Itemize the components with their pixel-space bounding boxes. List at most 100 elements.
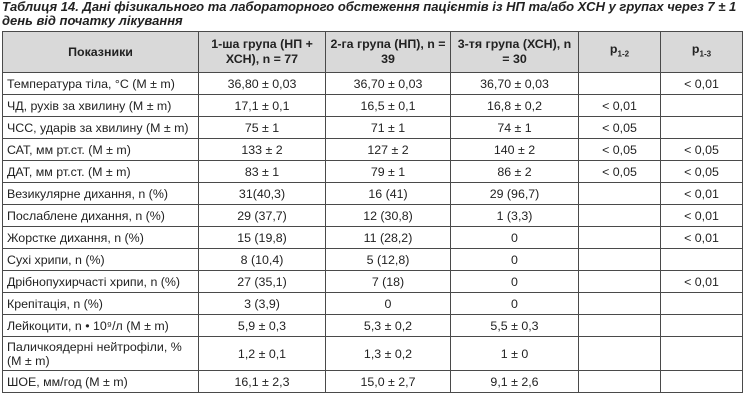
table-row: САТ, мм рт.ст. (M ± m) 133 ± 2 127 ± 2 140 … [2, 138, 743, 161]
table-row: Сухі хрипи, n (%) 8 (10,4) 5 (12,8) 0 [2, 248, 743, 271]
table-row: Дрібнопухирчасті хрипи, n (%) 27 (35,1) 7 … [2, 270, 743, 293]
table-row: Послаблене дихання, n (%) 29 (37,7) 12 (30… [2, 204, 743, 227]
cell-group-3: 0 [450, 270, 579, 293]
cell-p12 [578, 72, 661, 95]
cell-indicator: Послаблене дихання, n (%) [2, 204, 199, 227]
cell-p13 [660, 314, 743, 337]
cell-p12 [578, 204, 661, 227]
header-p12-sub: 1-2 [617, 49, 630, 59]
table-row: Лейкоцити, n • 10⁹/л (M ± m) 5,9 ± 0,3 5,3… [2, 314, 743, 337]
cell-group-3: 1 ± 0 [450, 336, 579, 371]
cell-p12 [578, 314, 661, 337]
cell-p13: < 0,05 [660, 160, 743, 183]
cell-p12 [578, 336, 661, 371]
cell-group-1: 8 (10,4) [198, 248, 326, 271]
cell-indicator: Паличкоядерні нейтрофіли, % (M ± m) [2, 336, 199, 371]
cell-group-1: 75 ± 1 [198, 116, 326, 139]
cell-p12: < 0,05 [578, 138, 661, 161]
cell-group-3: 0 [450, 292, 579, 315]
cell-group-3: 16,8 ± 0,2 [450, 94, 579, 117]
cell-p13 [660, 116, 743, 139]
cell-indicator: ДАТ, мм рт.ст. (M ± m) [2, 160, 199, 183]
header-p13-base: p [691, 42, 700, 57]
cell-p12: < 0,05 [578, 116, 661, 139]
cell-group-1: 83 ± 1 [198, 160, 326, 183]
header-indicator: Показники [2, 31, 199, 73]
table-row: ЧД, рухів за хвилину (M ± m) 17,1 ± 0,1 16… [2, 94, 743, 117]
cell-group-1: 1,2 ± 0,1 [198, 336, 326, 371]
header-p12-base: p [609, 42, 618, 57]
cell-p13 [660, 292, 743, 315]
header-group-1: 1-ша група (НП + ХСН), n = 77 [198, 31, 326, 73]
cell-p12: < 0,05 [578, 160, 661, 183]
cell-group-1: 27 (35,1) [198, 270, 326, 293]
cell-group-1: 3 (3,9) [198, 292, 326, 315]
cell-group-2: 15,0 ± 2,7 [325, 370, 451, 393]
cell-p12 [578, 292, 661, 315]
cell-group-2: 36,70 ± 0,03 [325, 72, 451, 95]
cell-p13 [660, 370, 743, 393]
cell-group-2: 1,3 ± 0,2 [325, 336, 451, 371]
cell-p13: < 0,01 [660, 182, 743, 205]
cell-group-2: 5 (12,8) [325, 248, 451, 271]
cell-p12 [578, 370, 661, 393]
cell-group-2: 71 ± 1 [325, 116, 451, 139]
table-caption: Таблиця 14. Дані фізикального та лаборат… [2, 0, 737, 28]
cell-group-1: 16,1 ± 2,3 [198, 370, 326, 393]
cell-p13 [660, 248, 743, 271]
cell-group-1: 36,80 ± 0,03 [198, 72, 326, 95]
cell-p13: < 0,05 [660, 138, 743, 161]
cell-p13: < 0,01 [660, 270, 743, 293]
table-row: Везикулярне дихання, n (%) 31(40,3) 16 (41… [2, 182, 743, 205]
header-p13: p1-3 [660, 31, 743, 73]
cell-group-3: 0 [450, 248, 579, 271]
cell-group-2: 0 [325, 292, 451, 315]
table-row: Паличкоядерні нейтрофіли, % (M ± m) 1,2 ±… [2, 336, 743, 371]
cell-p13 [660, 94, 743, 117]
cell-indicator: Лейкоцити, n • 10⁹/л (M ± m) [2, 314, 199, 337]
cell-indicator: Дрібнопухирчасті хрипи, n (%) [2, 270, 199, 293]
cell-group-1: 5,9 ± 0,3 [198, 314, 326, 337]
cell-group-3: 0 [450, 226, 579, 249]
table-row: Жорстке дихання, n (%) 15 (19,8) 11 (28,2)… [2, 226, 743, 249]
cell-group-2: 5,3 ± 0,2 [325, 314, 451, 337]
cell-indicator: Крепітація, n (%) [2, 292, 199, 315]
cell-group-3: 9,1 ± 2,6 [450, 370, 579, 393]
cell-group-2: 12 (30,8) [325, 204, 451, 227]
table-row: ШОЕ, мм/год (M ± m) 16,1 ± 2,3 15,0 ± 2,7 9… [2, 370, 743, 393]
cell-p13: < 0,01 [660, 204, 743, 227]
cell-group-1: 29 (37,7) [198, 204, 326, 227]
cell-p12 [578, 182, 661, 205]
cell-p13: < 0,01 [660, 72, 743, 95]
cell-group-2: 79 ± 1 [325, 160, 451, 183]
cell-group-3: 140 ± 2 [450, 138, 579, 161]
cell-indicator: Сухі хрипи, n (%) [2, 248, 199, 271]
table-row: Крепітація, n (%) 3 (3,9) 0 0 [2, 292, 743, 315]
cell-group-2: 16,5 ± 0,1 [325, 94, 451, 117]
header-group-2: 2-га група (НП), n = 39 [325, 31, 451, 73]
cell-indicator: САТ, мм рт.ст. (M ± m) [2, 138, 199, 161]
header-row: Показники 1-ша група (НП + ХСН), n = 77 … [2, 31, 743, 73]
cell-p12 [578, 226, 661, 249]
header-p12: p1-2 [578, 31, 661, 73]
table-row: Температура тіла, °С (M ± m) 36,80 ± 0,03… [2, 72, 743, 95]
cell-indicator: Жорстке дихання, n (%) [2, 226, 199, 249]
cell-group-3: 74 ± 1 [450, 116, 579, 139]
cell-group-1: 31(40,3) [198, 182, 326, 205]
cell-group-3: 86 ± 2 [450, 160, 579, 183]
cell-group-2: 7 (18) [325, 270, 451, 293]
cell-group-2: 11 (28,2) [325, 226, 451, 249]
data-table: Показники 1-ша група (НП + ХСН), n = 77 … [2, 31, 743, 393]
cell-indicator: Везикулярне дихання, n (%) [2, 182, 199, 205]
cell-group-3: 5,5 ± 0,3 [450, 314, 579, 337]
cell-p13: < 0,01 [660, 226, 743, 249]
cell-indicator: Температура тіла, °С (M ± m) [2, 72, 199, 95]
cell-p12 [578, 270, 661, 293]
cell-group-3: 29 (96,7) [450, 182, 579, 205]
cell-group-2: 127 ± 2 [325, 138, 451, 161]
cell-indicator: ШОЕ, мм/год (M ± m) [2, 370, 199, 393]
cell-group-3: 1 (3,3) [450, 204, 579, 227]
header-group-3: 3-тя група (ХСН), n = 30 [450, 31, 579, 73]
cell-p13 [660, 336, 743, 371]
table-row: ЧСС, ударів за хвилину (M ± m) 75 ± 1 71 ±… [2, 116, 743, 139]
